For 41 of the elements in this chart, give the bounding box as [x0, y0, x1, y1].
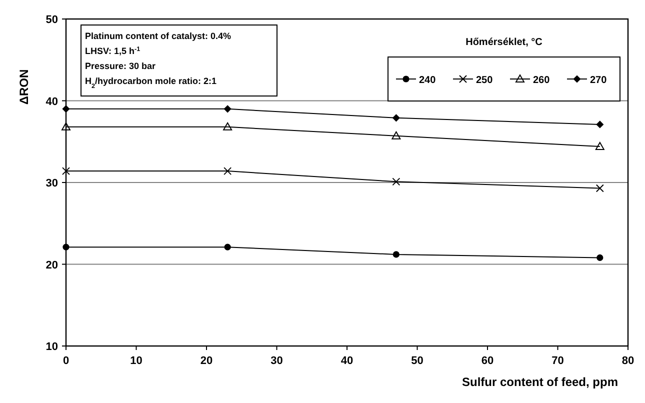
- x-tick-label: 50: [411, 355, 424, 367]
- x-axis-title: Sulfur content of feed, ppm: [462, 375, 618, 389]
- point: [392, 251, 400, 258]
- y-tick-label: 40: [46, 96, 58, 108]
- point: [595, 142, 604, 150]
- y-tick-label: 10: [46, 341, 58, 353]
- legend-label: 250: [476, 75, 494, 86]
- point: [224, 167, 232, 176]
- legend-label: 270: [590, 75, 608, 86]
- legend-label: 240: [419, 75, 436, 86]
- point: [392, 178, 400, 186]
- point: [62, 122, 70, 130]
- x-tick-label: 0: [62, 355, 70, 367]
- legend-label: 260: [533, 75, 550, 86]
- point: [596, 120, 604, 128]
- point: [223, 122, 232, 130]
- point: [62, 167, 70, 176]
- point: [392, 114, 400, 122]
- legend-title: Hőmérséklet, °C: [466, 37, 542, 48]
- x-tick-label: 70: [552, 355, 564, 367]
- point: [224, 105, 232, 113]
- annotation: H$_{2}$/hydrocarbon mole ratio: 2:1: [85, 76, 217, 90]
- x-tick-label: 80: [622, 355, 634, 367]
- annotation: LHSV: 1,5 h$^{-1}$: [85, 46, 141, 56]
- annotation: Pressure: 30 bar: [85, 61, 156, 71]
- point: [596, 184, 604, 192]
- y-tick-label: 30: [46, 178, 58, 190]
- annotation: Platinum content of catalyst: 0.4%: [85, 31, 232, 41]
- point: [224, 244, 231, 250]
- point: [62, 105, 70, 113]
- point: [392, 131, 401, 140]
- y-tick-label: 50: [46, 14, 58, 26]
- x-tick-label: 60: [481, 355, 494, 367]
- x-tick-label: 30: [270, 355, 283, 367]
- x-tick-label: 10: [130, 355, 142, 367]
- y-tick-label: 20: [46, 259, 58, 272]
- point: [62, 244, 70, 250]
- x-tick-label: 40: [340, 355, 354, 367]
- y-axis-title: ΔRON: [17, 69, 31, 105]
- x-tick-label: 20: [200, 355, 213, 367]
- point: [596, 254, 604, 262]
